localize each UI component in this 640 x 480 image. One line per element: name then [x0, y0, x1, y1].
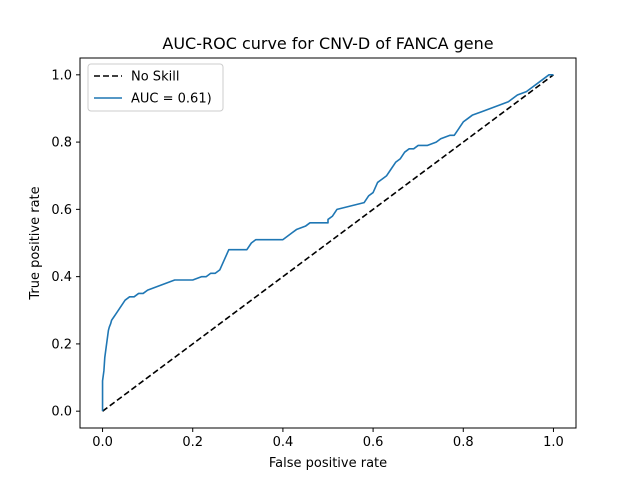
series-line-auc — [101, 74, 554, 412]
x-tick-label: 0.6 — [363, 435, 384, 450]
chart-title: AUC-ROC curve for CNV-D of FANCA gene — [162, 34, 493, 53]
plot-area — [79, 57, 577, 429]
x-tick-label: 1.0 — [543, 435, 564, 450]
legend: No Skill AUC = 0.61) — [87, 63, 224, 112]
y-axis-label: True positive rate — [28, 186, 43, 300]
y-tick-label: 0.8 — [51, 136, 72, 151]
y-axis-ticks: 0.0 0.2 0.4 0.6 0.8 1.0 — [51, 68, 80, 420]
x-axis-ticks: 0.0 0.2 0.4 0.6 0.8 1.0 — [92, 428, 564, 450]
y-tick-label: 0.6 — [51, 203, 72, 218]
x-tick-label: 0.4 — [273, 435, 294, 450]
y-tick-label: 0.2 — [51, 337, 72, 352]
x-tick-label: 0.2 — [182, 435, 203, 450]
legend-label-no-skill: No Skill — [131, 70, 179, 85]
y-tick-label: 1.0 — [51, 68, 72, 83]
y-tick-label: 0.4 — [51, 270, 72, 285]
y-tick-label: 0.0 — [51, 405, 72, 420]
series-line-no-skill — [102, 74, 554, 412]
legend-label-auc: AUC = 0.61) — [131, 92, 212, 107]
axes-frame — [79, 57, 577, 429]
x-tick-label: 0.8 — [453, 435, 474, 450]
x-axis-label: False positive rate — [269, 456, 387, 471]
x-tick-label: 0.0 — [92, 435, 113, 450]
